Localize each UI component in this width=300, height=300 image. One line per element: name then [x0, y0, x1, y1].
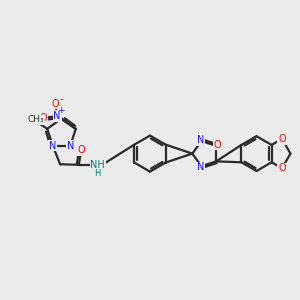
Text: N: N — [67, 141, 74, 151]
Text: CH₃: CH₃ — [28, 116, 44, 124]
Text: -: - — [60, 94, 64, 104]
Text: +: + — [57, 106, 65, 116]
Text: N: N — [196, 162, 204, 172]
Text: N: N — [49, 141, 56, 151]
Text: O: O — [52, 99, 59, 109]
Text: O: O — [214, 140, 221, 150]
Text: H: H — [94, 169, 101, 178]
Text: O: O — [278, 163, 286, 173]
Text: NH: NH — [90, 160, 105, 170]
Text: O: O — [77, 145, 85, 155]
Text: O: O — [278, 134, 286, 144]
Text: N: N — [196, 135, 204, 145]
Text: O: O — [39, 113, 47, 123]
Text: N: N — [53, 111, 61, 121]
